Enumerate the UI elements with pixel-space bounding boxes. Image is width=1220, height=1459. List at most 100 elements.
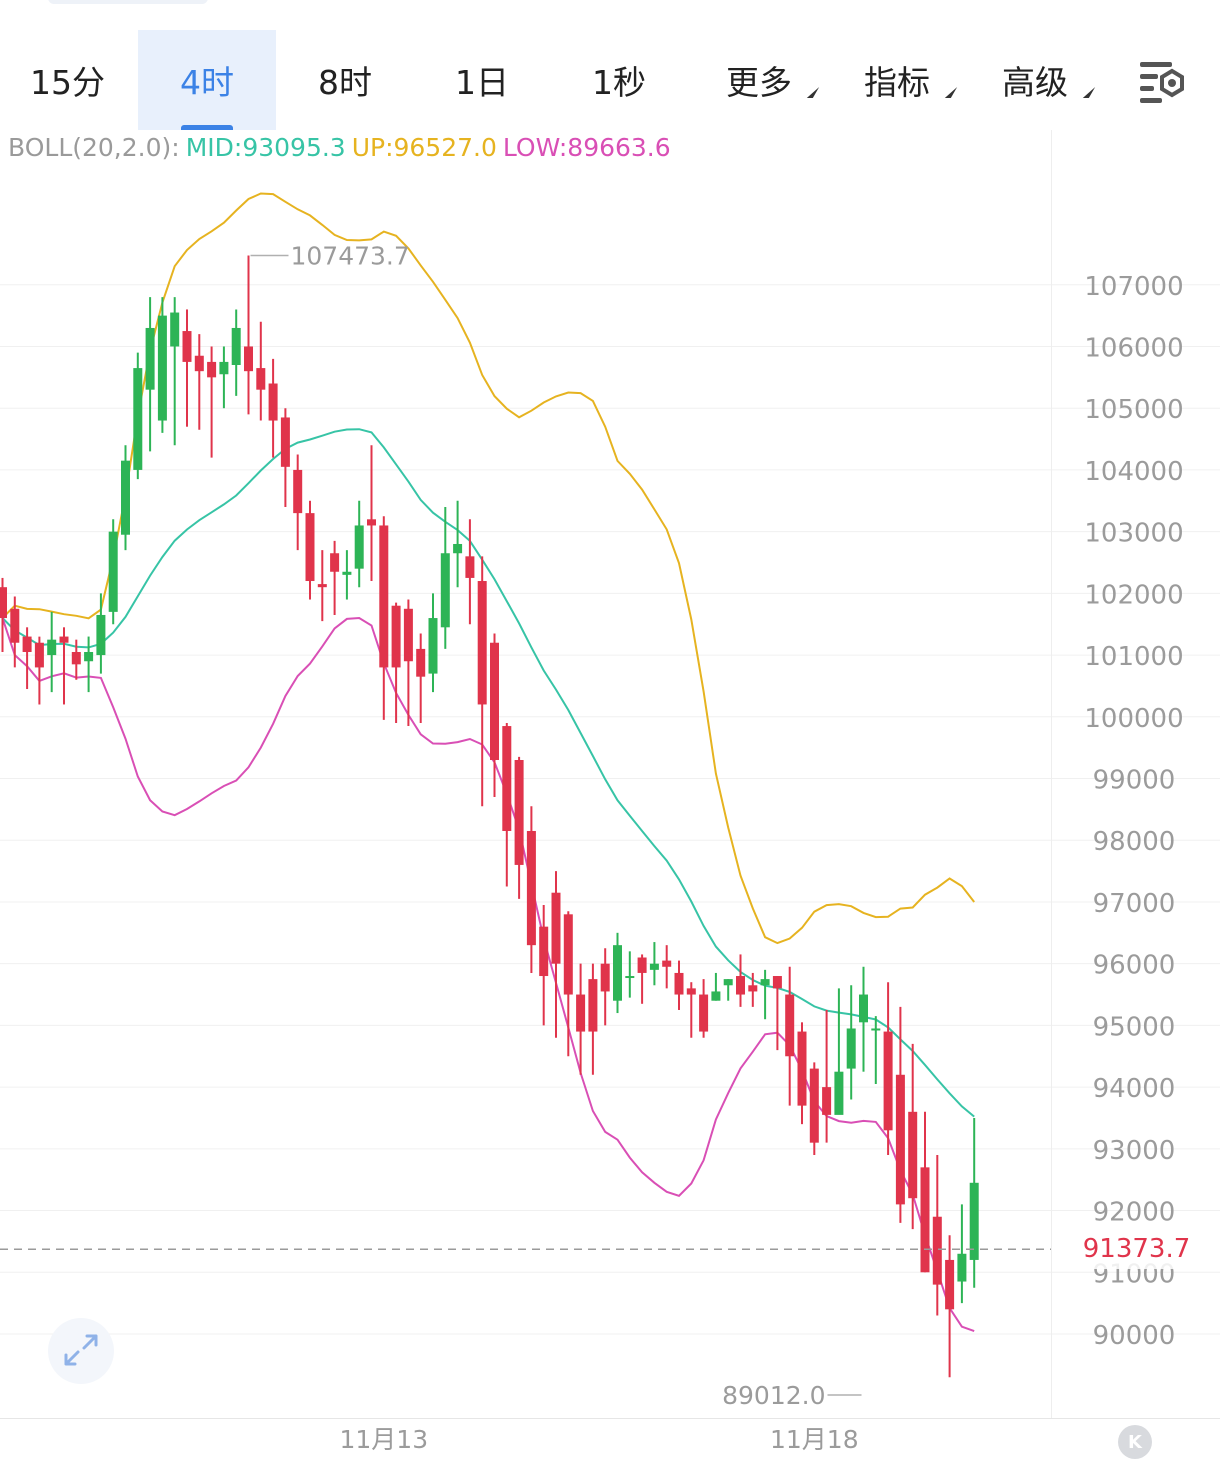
- candle-up: [342, 571, 352, 575]
- candle-down: [883, 1031, 893, 1131]
- tab-15m[interactable]: 15分: [0, 30, 135, 130]
- tab-label: 高级: [1002, 63, 1068, 102]
- price-tick-label: 90000: [1093, 1321, 1176, 1351]
- candle-down: [772, 976, 782, 989]
- price-tick-label: 102000: [1084, 580, 1183, 610]
- tab-label: 8时: [318, 63, 372, 102]
- tab-advanced[interactable]: 高级: [968, 30, 1102, 130]
- tab-indicators[interactable]: 指标: [830, 30, 964, 130]
- candle-up: [711, 991, 721, 1001]
- candle-up: [219, 361, 229, 375]
- tab-4h[interactable]: 4时: [138, 30, 276, 130]
- boll-low: LOW:89663.6: [502, 133, 671, 162]
- candle-down: [563, 914, 573, 995]
- price-tick-label: 100000: [1084, 704, 1183, 734]
- candle-up: [649, 963, 659, 970]
- candle-up: [846, 1028, 856, 1069]
- candle-down: [317, 584, 327, 588]
- candle-down: [34, 642, 44, 668]
- price-tick-label: 104000: [1084, 457, 1183, 487]
- price-tick-label: 101000: [1084, 642, 1183, 672]
- tab-1s[interactable]: 1秒: [550, 30, 688, 130]
- tab-label: 4时: [180, 63, 234, 102]
- high-price-label: 107473.7: [291, 242, 410, 271]
- candle-up: [170, 312, 180, 347]
- candle-down: [514, 760, 524, 865]
- price-tick-label: 99000: [1093, 766, 1176, 796]
- candle-down: [797, 1031, 807, 1106]
- candle-up: [957, 1253, 967, 1282]
- candle-down: [71, 651, 81, 665]
- date-label: 11月18: [770, 1425, 859, 1454]
- candle-down: [379, 525, 389, 668]
- candle-down: [10, 608, 20, 643]
- candle-up: [871, 1028, 881, 1031]
- candle-down: [207, 361, 217, 378]
- candle-down: [674, 972, 684, 995]
- boll-mid-line: [1, 428, 975, 1118]
- low-price-label: 89012.0: [722, 1381, 825, 1410]
- current-price-label: 91373.7: [1082, 1234, 1191, 1264]
- price-tick-label: 92000: [1093, 1198, 1176, 1228]
- candle-down: [330, 553, 340, 572]
- candle-down: [416, 648, 426, 677]
- candle-down: [637, 957, 647, 973]
- candle-down: [588, 979, 598, 1032]
- candle-up: [834, 1071, 844, 1115]
- candle-down: [526, 830, 536, 946]
- candle-down: [403, 608, 413, 662]
- price-tick-label: 96000: [1093, 951, 1176, 981]
- candle-down: [305, 513, 315, 582]
- candle-down: [22, 636, 32, 652]
- current-price-tag: 91373.7: [1053, 1229, 1220, 1269]
- timeframe-toolbar: 15分 4时 8时 1日 1秒 更多 指标 高级: [0, 0, 1220, 130]
- tab-8h[interactable]: 8时: [276, 30, 414, 130]
- candle-down: [895, 1074, 905, 1205]
- candle-down: [194, 355, 204, 372]
- candle-up: [859, 994, 868, 1023]
- candle-down: [59, 636, 69, 643]
- price-tick-label: 95000: [1093, 1012, 1176, 1042]
- candle-up: [760, 979, 770, 986]
- axis-divider: [1051, 130, 1052, 1418]
- tab-label: 1秒: [592, 63, 646, 102]
- candle-down: [280, 417, 290, 467]
- chart-settings-icon[interactable]: [1132, 58, 1192, 104]
- candles: [0, 255, 979, 1378]
- candle-down: [244, 346, 253, 372]
- boll-lower-line: [1, 616, 975, 1333]
- price-tick-label: 93000: [1093, 1136, 1176, 1166]
- candle-down: [477, 581, 487, 705]
- active-tab-indicator: [181, 125, 233, 130]
- candle-up: [440, 553, 450, 628]
- annotations: 107473.7 89012.0: [0, 242, 1052, 1410]
- time-axis: 11月13 11月18: [339, 1425, 858, 1454]
- candle-up: [723, 979, 733, 986]
- candle-up: [625, 976, 635, 979]
- candle-down: [490, 642, 499, 761]
- candle-down: [736, 976, 745, 995]
- price-tick-label: 94000: [1093, 1074, 1176, 1104]
- expand-icon[interactable]: [48, 1318, 114, 1384]
- candle-down: [686, 988, 696, 995]
- candle-down: [293, 469, 303, 514]
- badge-label: K: [1128, 1431, 1142, 1453]
- candle-down: [920, 1167, 930, 1273]
- candle-down: [748, 985, 758, 992]
- price-grid: [0, 284, 1220, 1335]
- tab-label: 更多: [726, 63, 792, 102]
- boll-up: UP:96527.0: [351, 133, 497, 162]
- candle-down: [600, 963, 610, 992]
- candle-down: [551, 892, 561, 964]
- logo-badge: K: [1118, 1425, 1152, 1459]
- top-handle: [48, 0, 208, 4]
- candle-down: [809, 1068, 819, 1143]
- tab-label: 指标: [864, 63, 930, 102]
- tab-more[interactable]: 更多: [692, 30, 826, 130]
- tab-1d[interactable]: 1日: [414, 30, 550, 130]
- candle-up: [121, 460, 130, 535]
- boll-label: BOLL(20,2.0):: [8, 133, 180, 162]
- candle-down: [268, 383, 278, 421]
- candle-up: [613, 945, 622, 1001]
